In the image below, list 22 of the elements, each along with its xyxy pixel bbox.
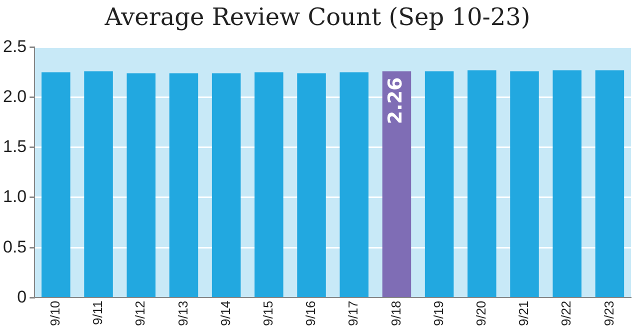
x-tick-label: 9/11 [90,300,106,326]
x-tick-label: 9/10 [48,300,63,326]
x-tick-label: 9/22 [558,300,574,326]
data-label: 2.26 [384,77,407,124]
x-tick-label: 9/15 [260,300,276,326]
y-tick-label: 2.5 [2,36,27,56]
x-tick-label: 9/20 [473,300,488,326]
x-tick-label: 9/18 [388,300,404,326]
y-tick-label: 0 [17,287,27,306]
y-tick-label: 1.0 [2,187,27,206]
y-tick-label: 0.5 [2,237,27,256]
y-tick-label: 2.0 [2,86,27,106]
x-tick-label: 9/13 [175,300,190,326]
y-tick-label: 1.5 [2,137,27,156]
x-tick-label: 9/19 [430,300,446,326]
x-tick-label: 9/23 [601,300,616,326]
x-tick-label: 9/12 [132,300,148,326]
chart-title: Average Review Count (Sep 10-23) [104,2,532,33]
x-tick-label: 9/16 [303,300,318,326]
x-tick-label: 9/14 [218,300,233,326]
x-tick-label: 9/17 [346,300,361,326]
x-tick-label: 9/21 [516,300,532,326]
